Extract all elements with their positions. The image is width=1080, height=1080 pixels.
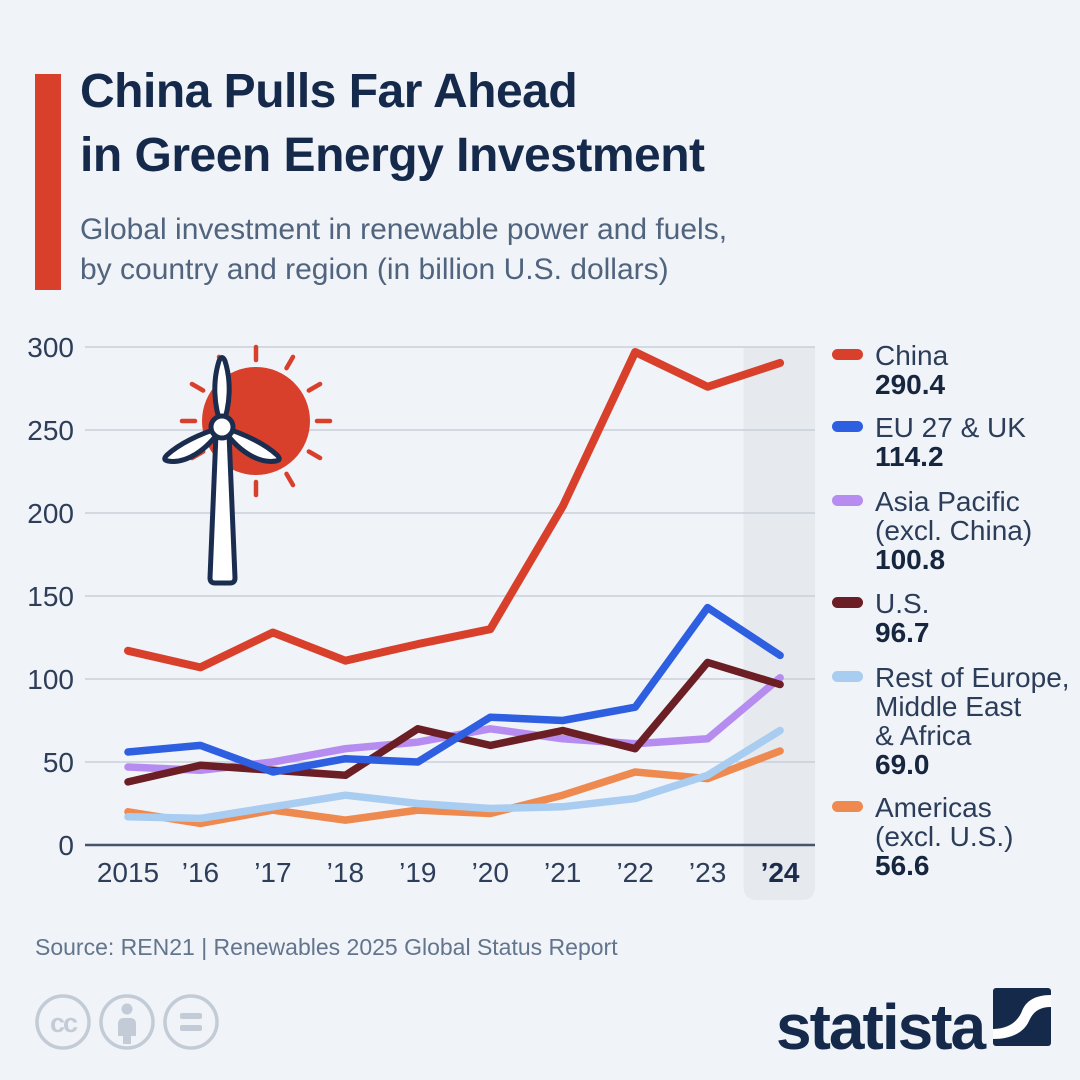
cc-icon: cc xyxy=(35,994,91,1050)
legend-item-china: China 290.4 xyxy=(832,341,948,400)
y-tick-label-0: 0 xyxy=(58,830,74,861)
attribution-icon xyxy=(99,994,155,1050)
page-title: China Pulls Far Ahead in Green Energy In… xyxy=(80,60,1020,188)
chart-svg: 0 50 100 150 200 250 300 2015 ’16 ’17 ’18 ’19 ’20 ’21… xyxy=(27,332,816,900)
page-subtitle: Global investment in renewable power and… xyxy=(80,210,1020,290)
legend-value: 290.4 xyxy=(875,369,946,400)
legend-label: Rest of Europe, xyxy=(875,662,1070,693)
svg-text:cc: cc xyxy=(50,1008,78,1038)
legend-label: Americas xyxy=(875,792,992,823)
legend-label: (excl. China) xyxy=(875,515,1033,546)
legend-item-eu-27-uk: EU 27 & UK 114.2 xyxy=(832,413,1026,472)
legend-swatch xyxy=(832,671,863,682)
legend-value: 96.7 xyxy=(875,617,930,648)
y-tick-label-50: 50 xyxy=(43,747,74,778)
legend-label: U.S. xyxy=(875,588,930,619)
legend-item-rest-of-europe: Rest of Europe, Middle East & Africa 69.0 xyxy=(832,663,1070,780)
legend-swatch xyxy=(832,801,863,812)
y-tick-label-300: 300 xyxy=(27,332,74,363)
legend-value: 56.6 xyxy=(875,850,930,881)
legend-label: & Africa xyxy=(875,720,972,751)
series-line-rest-of-europe-middle-east-africa xyxy=(124,726,784,823)
sun-ray xyxy=(306,449,323,461)
wind-turbine-icon xyxy=(207,431,238,586)
statista-logo-text: statista xyxy=(776,991,986,1063)
wind-turbine-sun-illustration xyxy=(162,344,333,586)
license-icons: cc xyxy=(33,991,263,1058)
y-tick-label-250: 250 xyxy=(27,415,74,446)
x-tick-label-2017: ’17 xyxy=(254,857,291,888)
series-line-eu-27-uk xyxy=(124,603,784,776)
wind-turbine-icon xyxy=(219,424,282,464)
legend-swatch xyxy=(832,597,863,608)
legend-item-u-s: U.S. 96.7 xyxy=(832,589,930,648)
subtitle-line-2: by country and region (in billion U.S. d… xyxy=(80,253,669,286)
sun-ray xyxy=(189,381,206,393)
legend-value: 69.0 xyxy=(875,749,930,780)
y-tick-label-100: 100 xyxy=(27,664,74,695)
subtitle-line-1: Global investment in renewable power and… xyxy=(80,213,728,246)
sun-ray xyxy=(284,471,296,488)
legend-swatch xyxy=(832,349,863,360)
series-line-u-s xyxy=(124,658,784,786)
x-tick-label-2015: 2015 xyxy=(97,857,159,888)
x-tick-label-2018: ’18 xyxy=(327,857,364,888)
sun-ray xyxy=(306,381,323,393)
title-line-2: in Green Energy Investment xyxy=(80,129,705,182)
title-line-1: China Pulls Far Ahead xyxy=(80,65,578,118)
series-line-china xyxy=(124,348,785,672)
statista-logo-icon xyxy=(993,988,1051,1051)
wind-turbine-icon xyxy=(212,355,232,430)
x-tick-label-2020: ’20 xyxy=(472,857,509,888)
legend-label: Asia Pacific xyxy=(875,486,1020,517)
legend-value: 114.2 xyxy=(875,441,944,472)
legend-value: 100.8 xyxy=(875,544,946,575)
wind-turbine-icon xyxy=(162,424,225,464)
equal-icon xyxy=(163,994,219,1050)
y-tick-label-200: 200 xyxy=(27,498,74,529)
sun-ray xyxy=(284,354,296,371)
legend-label: EU 27 & UK xyxy=(875,412,1026,443)
title-accent-bar xyxy=(35,74,61,290)
legend-item-americas: Americas (excl. U.S.) 56.6 xyxy=(832,793,1013,881)
wind-turbine-icon xyxy=(208,413,236,441)
legend-label: Middle East xyxy=(875,691,1022,722)
legend-label: (excl. U.S.) xyxy=(875,821,1014,852)
series-line-americas-excl-u-s xyxy=(124,747,784,828)
x-tick-label-2019: ’19 xyxy=(399,857,436,888)
legend-swatch xyxy=(832,495,863,506)
legend-label: China xyxy=(875,340,949,371)
x-tick-label-2024: ’24 xyxy=(761,857,800,888)
x-tick-label-2021: ’21 xyxy=(544,857,581,888)
x-tick-label-2022: ’22 xyxy=(616,857,653,888)
legend-swatch xyxy=(832,421,863,432)
legend-item-asia-pacific: Asia Pacific (excl. China) 100.8 xyxy=(832,487,1032,575)
x-tick-label-2023: ’23 xyxy=(689,857,726,888)
x-tick-label-2016: ’16 xyxy=(182,857,219,888)
line-chart: 0 50 100 150 200 250 300 2015 ’16 ’17 ’18 ’19 ’20 ’21… xyxy=(0,330,1080,910)
y-tick-label-150: 150 xyxy=(27,581,74,612)
source-note: Source: REN21 | Renewables 2025 Global S… xyxy=(35,934,618,960)
